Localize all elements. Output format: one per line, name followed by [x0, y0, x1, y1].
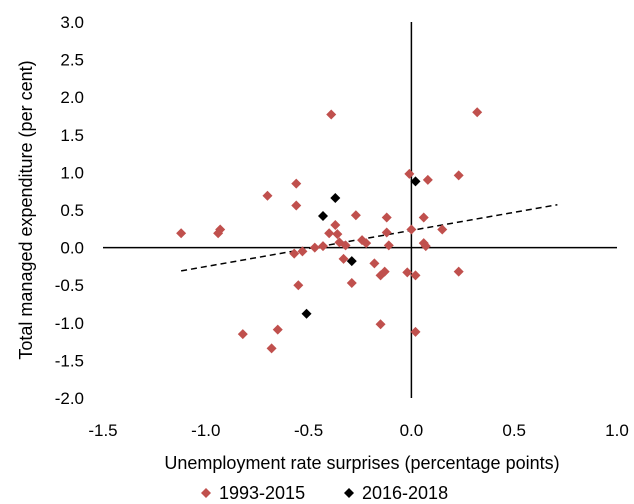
- point-2016-2018: [410, 176, 421, 187]
- point-1993-2015: [381, 212, 392, 223]
- point-1993-2015: [176, 228, 187, 239]
- point-1993-2015: [297, 246, 308, 257]
- point-1993-2015: [330, 220, 341, 231]
- point-1993-2015: [406, 224, 417, 235]
- legend: 1993-2015 2016-2018: [201, 483, 448, 503]
- point-1993-2015: [379, 266, 390, 277]
- y-tick-label: 2.5: [60, 51, 84, 70]
- points-layer: [176, 107, 483, 354]
- point-2016-2018: [346, 256, 357, 267]
- y-tick-label: 2.0: [60, 88, 84, 107]
- trendline: [180, 203, 558, 272]
- x-tick-label: 1.0: [605, 421, 629, 440]
- legend-marker-1993-2015: [201, 488, 211, 498]
- x-tick-label: 0.0: [400, 421, 424, 440]
- point-1993-2015: [369, 258, 380, 269]
- legend-label-1993-2015: 1993-2015: [219, 483, 305, 503]
- x-tick-label: -1.5: [88, 421, 117, 440]
- point-1993-2015: [410, 270, 421, 281]
- point-1993-2015: [437, 224, 448, 235]
- point-1993-2015: [215, 224, 226, 235]
- trendline-layer: [180, 203, 558, 272]
- point-1993-2015: [381, 227, 392, 238]
- y-tick-label: 1.0: [60, 163, 84, 182]
- point-1993-2015: [317, 241, 328, 252]
- point-1993-2015: [326, 109, 337, 120]
- point-1993-2015: [375, 319, 386, 330]
- point-2016-2018: [301, 308, 312, 319]
- point-1993-2015: [420, 241, 431, 252]
- point-1993-2015: [272, 324, 283, 335]
- y-tick-label: 0.5: [60, 201, 84, 220]
- y-tick-label: 0.0: [60, 239, 84, 258]
- point-1993-2015: [422, 174, 433, 185]
- point-1993-2015: [324, 228, 335, 239]
- x-tick-label: 0.5: [502, 421, 526, 440]
- point-1993-2015: [361, 238, 372, 249]
- legend-marker-2016-2018: [344, 488, 354, 498]
- y-tick-label: -2.0: [55, 389, 84, 408]
- point-1993-2015: [338, 253, 349, 264]
- point-1993-2015: [350, 210, 361, 221]
- point-1993-2015: [346, 277, 357, 288]
- point-1993-2015: [262, 190, 273, 201]
- point-1993-2015: [453, 266, 464, 277]
- axes: [103, 22, 617, 398]
- point-1993-2015: [237, 329, 248, 340]
- point-2016-2018: [330, 192, 341, 203]
- point-1993-2015: [418, 212, 429, 223]
- y-tick-label: 1.5: [60, 126, 84, 145]
- point-2016-2018: [317, 211, 328, 222]
- point-1993-2015: [289, 248, 300, 259]
- y-tick-label: -0.5: [55, 276, 84, 295]
- point-1993-2015: [410, 326, 421, 337]
- y-axis-title: Total managed expenditure (per cent): [16, 60, 36, 359]
- y-tick-label: -1.5: [55, 351, 84, 370]
- y-tick-label: -1.0: [55, 314, 84, 333]
- point-1993-2015: [340, 240, 351, 251]
- point-1993-2015: [404, 168, 415, 179]
- x-axis-title: Unemployment rate surprises (percentage …: [164, 453, 559, 473]
- point-1993-2015: [472, 107, 483, 118]
- point-1993-2015: [291, 178, 302, 189]
- legend-label-2016-2018: 2016-2018: [362, 483, 448, 503]
- x-tick-label: -1.0: [191, 421, 220, 440]
- point-1993-2015: [291, 200, 302, 211]
- y-tick-label: 3.0: [60, 13, 84, 32]
- point-1993-2015: [383, 240, 394, 251]
- point-1993-2015: [402, 267, 413, 278]
- point-1993-2015: [332, 229, 343, 240]
- tick-labels: -1.5 -1.0 -0.5 0.0 0.5 1.0 3.0 2.5 2.0 1.5 1.0 0.5 0…: [55, 13, 629, 440]
- x-tick-label: -0.5: [294, 421, 323, 440]
- point-1993-2015: [293, 280, 304, 291]
- point-1993-2015: [266, 343, 277, 354]
- point-1993-2015: [453, 170, 464, 181]
- point-1993-2015: [309, 242, 320, 253]
